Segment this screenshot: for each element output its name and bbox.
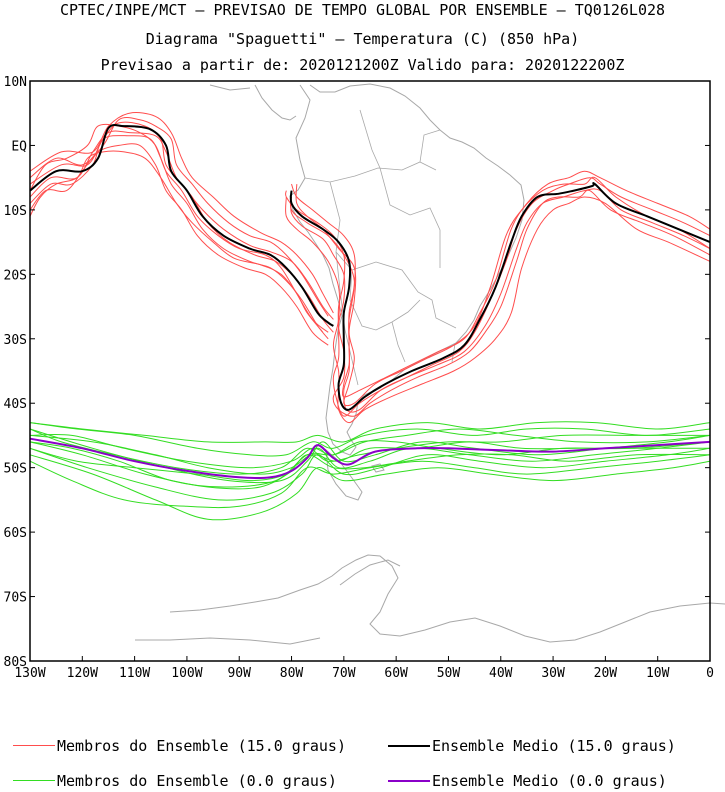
member-15-line-2 [29,130,334,333]
country-borders [304,109,457,386]
south-america-coast [289,83,525,456]
member-15-line-8 [29,150,324,333]
legend-label-mean-0: Ensemble Medio (0.0 graus) [432,772,667,790]
x-tick-label: 60W [384,666,408,681]
y-tick-label: 80S [4,655,27,670]
member-15-line-3 [29,117,329,317]
legend-swatch-red [13,745,55,746]
x-tick-label: 20W [594,666,618,681]
y-tick-label: 20S [4,268,27,283]
x-tick-label: 130W [14,666,45,681]
member-15-line-11 [295,176,711,407]
member-15-line-6 [29,143,329,346]
legend-label-members-15: Membros do Ensemble (15.0 graus) [57,737,346,755]
member-0-line-10 [29,447,711,482]
member-15-line-12 [290,189,711,417]
central-america-coast [209,84,297,121]
member-0-line-11 [29,421,711,443]
legend-swatch-green [13,780,55,781]
member-0-line-6 [29,454,711,521]
member-15-line-5 [29,112,334,314]
x-tick-label: 100W [171,666,202,681]
x-tick-label: 110W [119,666,150,681]
x-tick-label: 80W [280,666,304,681]
x-tick-label: 0 [706,666,714,681]
y-tick-label: 50S [4,462,27,477]
x-tick-label: 50W [437,666,461,681]
member-15-line-9 [289,188,711,413]
header-line-1: CPTEC/INPE/MCT – PREVISAO DE TEMPO GLOBA… [59,1,666,19]
member-0-line-12 [29,454,711,509]
member-0-line-2 [29,441,711,490]
member-15-line-10 [285,177,711,417]
antarctic-peninsula [135,559,401,645]
legend-label-mean-15: Ensemble Medio (15.0 graus) [432,737,676,755]
y-tick-label: 70S [4,591,27,606]
x-tick-label: 120W [67,666,98,681]
y-tick-label: 60S [4,526,27,541]
tierra-del-fuego [325,448,363,501]
coastline-map [135,83,725,645]
y-tick-label: 10N [4,75,27,90]
mean-line-3 [29,437,711,480]
antarctica-coast [169,554,725,643]
member-15-line-7 [29,123,329,333]
member-0-line-5 [29,422,711,457]
chart-title: Diagrama "Spaguetti" – Temperatura (C) (… [145,30,580,48]
legend-members-0: Membros do Ensemble (0.0 graus) [13,772,337,790]
y-tick-label: 40S [4,397,27,412]
mean-line-1 [29,123,334,327]
legend-swatch-purple [388,779,430,782]
legend-mean-0: Ensemble Medio (0.0 graus) [388,772,667,790]
y-tick-label: EQ [11,139,27,154]
member-15-line-14 [285,196,711,424]
falklands [371,463,385,473]
x-tick-label: 10W [646,666,670,681]
y-tick-label: 10S [4,204,27,219]
member-0-line-8 [29,428,710,475]
x-tick-label: 90W [227,666,251,681]
member-15-line-4 [29,135,329,340]
x-tick-label: 70W [332,666,356,681]
legend-label-members-0: Membros do Ensemble (0.0 graus) [57,772,337,790]
legend-members-15: Membros do Ensemble (15.0 graus) [13,737,346,755]
plot-frame [29,80,711,662]
member-0-line-4 [29,447,711,501]
mean-line-2 [289,182,711,411]
x-tick-label: 40W [489,666,513,681]
legend-swatch-black [388,744,430,747]
y-tick-label: 30S [4,333,27,348]
forecast-dates: Previsao a partir de: 2020121200Z Valido… [100,56,625,74]
member-15-line-13 [291,170,711,398]
legend-mean-15: Ensemble Medio (15.0 graus) [388,737,676,755]
x-tick-label: 30W [541,666,565,681]
